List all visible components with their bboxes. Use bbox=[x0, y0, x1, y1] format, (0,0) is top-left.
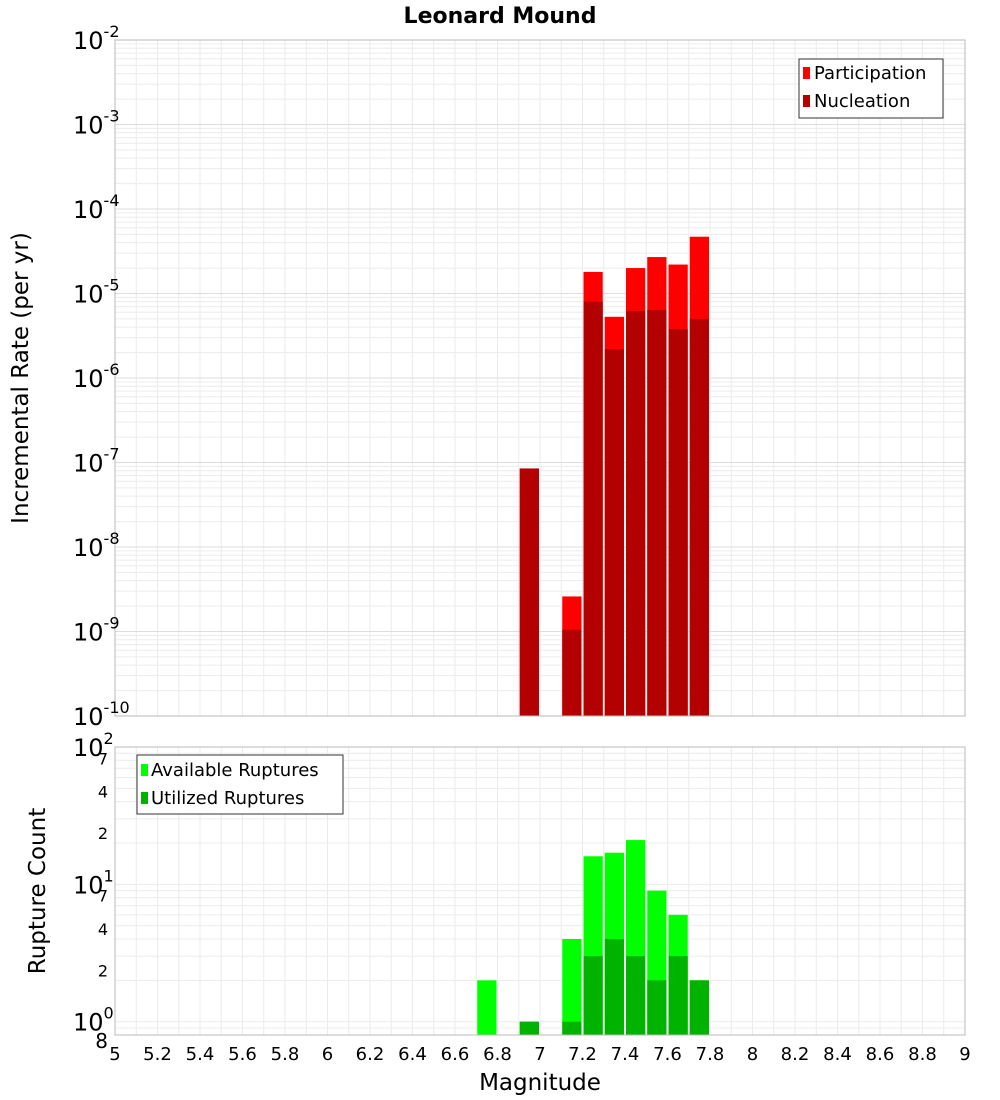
top-bar-nucleation bbox=[689, 318, 709, 716]
x-tick-label: 8.2 bbox=[781, 1044, 810, 1065]
top-y-ticks: 10-2 10-3 10-4 10-5 10-6 10-7 10-8 10-9 10-10 bbox=[73, 22, 130, 731]
x-tick-label: 9 bbox=[959, 1044, 970, 1065]
y-tick-label: 102 bbox=[73, 729, 114, 762]
x-tick-label: 5.6 bbox=[228, 1044, 257, 1065]
bottom-bar-utilized-ruptures bbox=[562, 1021, 582, 1035]
bottom-y-axis-label: Rupture Count bbox=[25, 808, 51, 974]
chart-title: Leonard Mound bbox=[404, 4, 597, 29]
y-tick-label: 101 bbox=[73, 866, 114, 899]
y-tick-label: 10-5 bbox=[73, 276, 120, 309]
x-axis-label: Magnitude bbox=[479, 1070, 601, 1096]
legend-swatch-nucleation bbox=[803, 95, 810, 107]
bottom-bar-utilized-ruptures bbox=[583, 956, 603, 1035]
legend-label-nucleation: Nucleation bbox=[814, 91, 910, 112]
top-y-axis-label: Incremental Rate (per yr) bbox=[8, 232, 34, 524]
legend-label-available: Available Ruptures bbox=[151, 760, 319, 781]
top-legend-box bbox=[798, 58, 944, 119]
legend-label-participation: Participation bbox=[814, 63, 926, 84]
y-tick-label: 10-2 bbox=[73, 22, 120, 55]
bottom-plot-frame bbox=[114, 746, 966, 1036]
y-tick-label: 2 bbox=[98, 824, 108, 843]
top-legend: Participation Nucleation bbox=[798, 58, 944, 119]
bottom-bar-available-ruptures bbox=[562, 939, 582, 1035]
x-tick-label: 5.8 bbox=[271, 1044, 300, 1065]
legend-swatch-available bbox=[141, 764, 148, 776]
top-bar-nucleation bbox=[519, 468, 539, 716]
x-tick-label: 8.4 bbox=[823, 1044, 852, 1065]
bottom-bar-utilized-ruptures bbox=[626, 956, 646, 1035]
legend-label-utilized: Utilized Ruptures bbox=[151, 788, 304, 809]
y-tick-label: 4 bbox=[98, 920, 108, 939]
y-tick-label: 10-3 bbox=[73, 107, 120, 140]
y-tick-label: 10-8 bbox=[73, 529, 120, 562]
x-tick-label: 6 bbox=[322, 1044, 333, 1065]
x-tick-labels: 5 5.2 5.4 5.6 5.8 6 6.2 6.4 6.6 6.8 7 7.2 7.4 7.6 7.8 8… bbox=[109, 1044, 970, 1065]
x-tick-label: 6.8 bbox=[483, 1044, 512, 1065]
top-bar-nucleation bbox=[562, 629, 582, 716]
top-plot-frame bbox=[114, 39, 966, 717]
y-tick-label: 7 bbox=[98, 749, 108, 768]
y-tick-label: 10-4 bbox=[73, 191, 120, 224]
y-tick-label: 7 bbox=[98, 887, 108, 906]
bottom-bars bbox=[477, 840, 709, 1035]
legend-swatch-participation bbox=[803, 67, 810, 79]
y-tick-label: 100 bbox=[73, 1004, 114, 1037]
x-tick-label: 5.2 bbox=[143, 1044, 172, 1065]
bottom-bar-utilized-ruptures bbox=[519, 1021, 539, 1035]
y-tick-label: 10-9 bbox=[73, 614, 120, 647]
x-tick-label: 6.4 bbox=[398, 1044, 427, 1065]
bottom-bar-available-ruptures bbox=[477, 980, 497, 1035]
y-tick-label: 8 bbox=[95, 1029, 108, 1053]
bottom-bar-utilized-ruptures bbox=[689, 980, 709, 1035]
y-tick-label: 4 bbox=[98, 783, 108, 802]
top-bar-nucleation bbox=[668, 329, 688, 716]
top-bar-nucleation bbox=[604, 349, 624, 716]
x-tick-label: 5.4 bbox=[186, 1044, 215, 1065]
y-tick-label: 10-7 bbox=[73, 445, 120, 478]
y-tick-label: 10-6 bbox=[73, 360, 120, 393]
y-tick-label: 10-10 bbox=[73, 698, 130, 731]
top-bars bbox=[519, 236, 709, 716]
x-tick-label: 6.2 bbox=[356, 1044, 385, 1065]
bottom-legend-box bbox=[136, 754, 344, 815]
x-tick-label: 8.6 bbox=[866, 1044, 895, 1065]
legend-swatch-utilized bbox=[141, 792, 148, 804]
y-tick-label: 2 bbox=[98, 961, 108, 980]
x-tick-label: 8.8 bbox=[908, 1044, 937, 1065]
top-bar-nucleation bbox=[626, 311, 646, 716]
top-grid bbox=[114, 40, 966, 717]
x-tick-label: 6.6 bbox=[441, 1044, 470, 1065]
top-bar-nucleation bbox=[583, 301, 603, 716]
x-tick-label: 5 bbox=[109, 1044, 120, 1065]
top-bar-nucleation bbox=[647, 309, 667, 716]
x-tick-label: 7 bbox=[534, 1044, 545, 1065]
top-panel: 10-2 10-3 10-4 10-5 10-6 10-7 10-8 10-9 10-10 In… bbox=[8, 22, 966, 731]
x-tick-label: 7.6 bbox=[653, 1044, 682, 1065]
x-tick-label: 7.2 bbox=[568, 1044, 597, 1065]
x-tick-label: 7.4 bbox=[611, 1044, 640, 1065]
bottom-bar-utilized-ruptures bbox=[668, 956, 688, 1035]
x-tick-label: 8 bbox=[747, 1044, 758, 1065]
x-tick-label: 7.8 bbox=[696, 1044, 725, 1065]
bottom-legend: Available Ruptures Utilized Ruptures bbox=[136, 754, 344, 815]
bottom-bar-utilized-ruptures bbox=[647, 980, 667, 1035]
bottom-bar-utilized-ruptures bbox=[604, 939, 624, 1035]
